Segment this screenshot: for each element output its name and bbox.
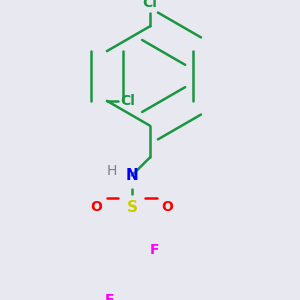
Text: Cl: Cl bbox=[142, 0, 158, 11]
Text: F: F bbox=[150, 243, 159, 257]
Text: Cl: Cl bbox=[121, 94, 135, 108]
Text: O: O bbox=[161, 200, 173, 214]
Text: F: F bbox=[105, 293, 114, 300]
Text: H: H bbox=[106, 164, 117, 178]
Text: O: O bbox=[91, 200, 103, 214]
Text: N: N bbox=[125, 168, 138, 183]
Text: S: S bbox=[126, 200, 137, 214]
